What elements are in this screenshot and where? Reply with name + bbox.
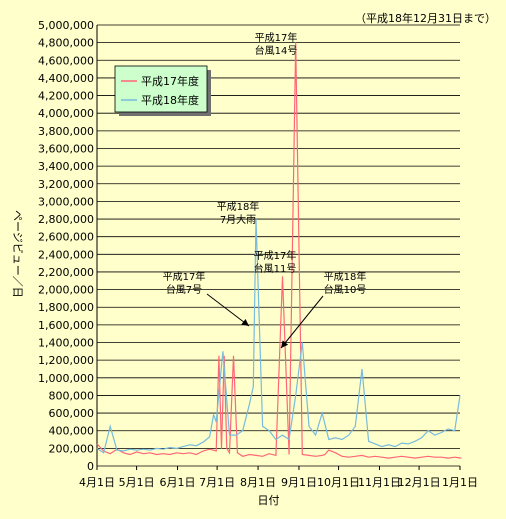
y-tick-label: 3,000,000 xyxy=(38,195,94,208)
annotation-arrowhead xyxy=(241,318,249,326)
annotation-label: 台風14号 xyxy=(255,44,298,57)
series-line-1 xyxy=(96,42,462,459)
y-tick-label: 600,000 xyxy=(49,407,95,420)
x-axis-label: 日付 xyxy=(258,494,280,507)
y-tick-label: 1,200,000 xyxy=(38,354,94,367)
y-tick-label: 3,400,000 xyxy=(38,160,94,173)
y-tick-label: 2,000,000 xyxy=(38,284,94,297)
x-tick-label: 5月1日 xyxy=(119,476,155,489)
y-tick-label: 2,800,000 xyxy=(38,213,94,226)
y-tick-label: 4,000,000 xyxy=(38,107,94,120)
y-tick-label: 200,000 xyxy=(49,442,95,455)
y-tick-label: 0 xyxy=(87,460,94,473)
y-tick-label: 1,000,000 xyxy=(38,372,94,385)
y-tick-label: 3,600,000 xyxy=(38,142,94,155)
annotation-label: 7月大雨 xyxy=(220,213,256,226)
x-tick-label: 12月1日 xyxy=(398,476,441,489)
y-tick-label: 400,000 xyxy=(49,425,95,438)
x-tick-label: 7月1日 xyxy=(199,476,235,489)
y-tick-label: 4,200,000 xyxy=(38,90,94,103)
annotation-label: 平成18年 xyxy=(217,200,260,213)
annotation-arrow xyxy=(280,295,324,349)
annotation-arrowhead xyxy=(281,340,289,348)
annotation-arrow xyxy=(206,293,250,327)
legend-box xyxy=(114,65,208,113)
annotation-label: 平成17年 xyxy=(163,270,206,283)
x-tick-label: 6月1日 xyxy=(160,476,196,489)
y-tick-label: 3,200,000 xyxy=(38,178,94,191)
x-tick-label: 8月1日 xyxy=(240,476,276,489)
y-tick-label: 1,600,000 xyxy=(38,319,94,332)
y-tick-label: 2,600,000 xyxy=(38,231,94,244)
y-tick-label: 1,400,000 xyxy=(38,337,94,350)
x-tick-label: 10月1日 xyxy=(317,476,360,489)
y-tick-label: 800,000 xyxy=(49,389,95,402)
x-tick-label: 9月1日 xyxy=(281,476,317,489)
y-axis-label: ページビュー／日 xyxy=(11,210,24,298)
annotation-label: 平成17年 xyxy=(255,31,298,44)
legend-label: 平成18年度 xyxy=(141,93,199,107)
annotation-label: 台風7号 xyxy=(166,283,202,296)
y-axis: 0 200,000 400,000 600,000 800,000 1,000,000 1,… xyxy=(38,19,98,473)
series-lines xyxy=(96,42,462,459)
annotations: 平成17年台風14号平成18年7月大雨平成17年台風11号平成17年台風7号平成… xyxy=(163,31,367,349)
y-tick-label: 1,800,000 xyxy=(38,301,94,314)
y-tick-label: 4,400,000 xyxy=(38,72,94,85)
y-tick-label: 2,400,000 xyxy=(38,248,94,261)
x-tick-label: 4月1日 xyxy=(79,476,115,489)
date-range-note: （平成18年12月31日まで） xyxy=(355,12,496,25)
x-tick-label: 1月1日 xyxy=(442,476,478,489)
y-tick-label: 4,600,000 xyxy=(38,54,94,67)
annotation-label: 平成18年 xyxy=(324,270,367,283)
annotation-label: 台風10号 xyxy=(324,283,367,296)
series-line-2 xyxy=(96,218,461,454)
y-tick-label: 4,800,000 xyxy=(38,37,94,50)
legend-label: 平成17年度 xyxy=(141,74,199,88)
x-tick-label: 11月1日 xyxy=(358,476,401,489)
annotation-label: 平成17年 xyxy=(254,249,297,262)
y-tick-label: 3,800,000 xyxy=(38,125,94,138)
y-tick-label: 2,200,000 xyxy=(38,266,94,279)
y-tick-label: 5,000,000 xyxy=(38,19,94,32)
annotation-label: 台風11号 xyxy=(254,262,297,275)
